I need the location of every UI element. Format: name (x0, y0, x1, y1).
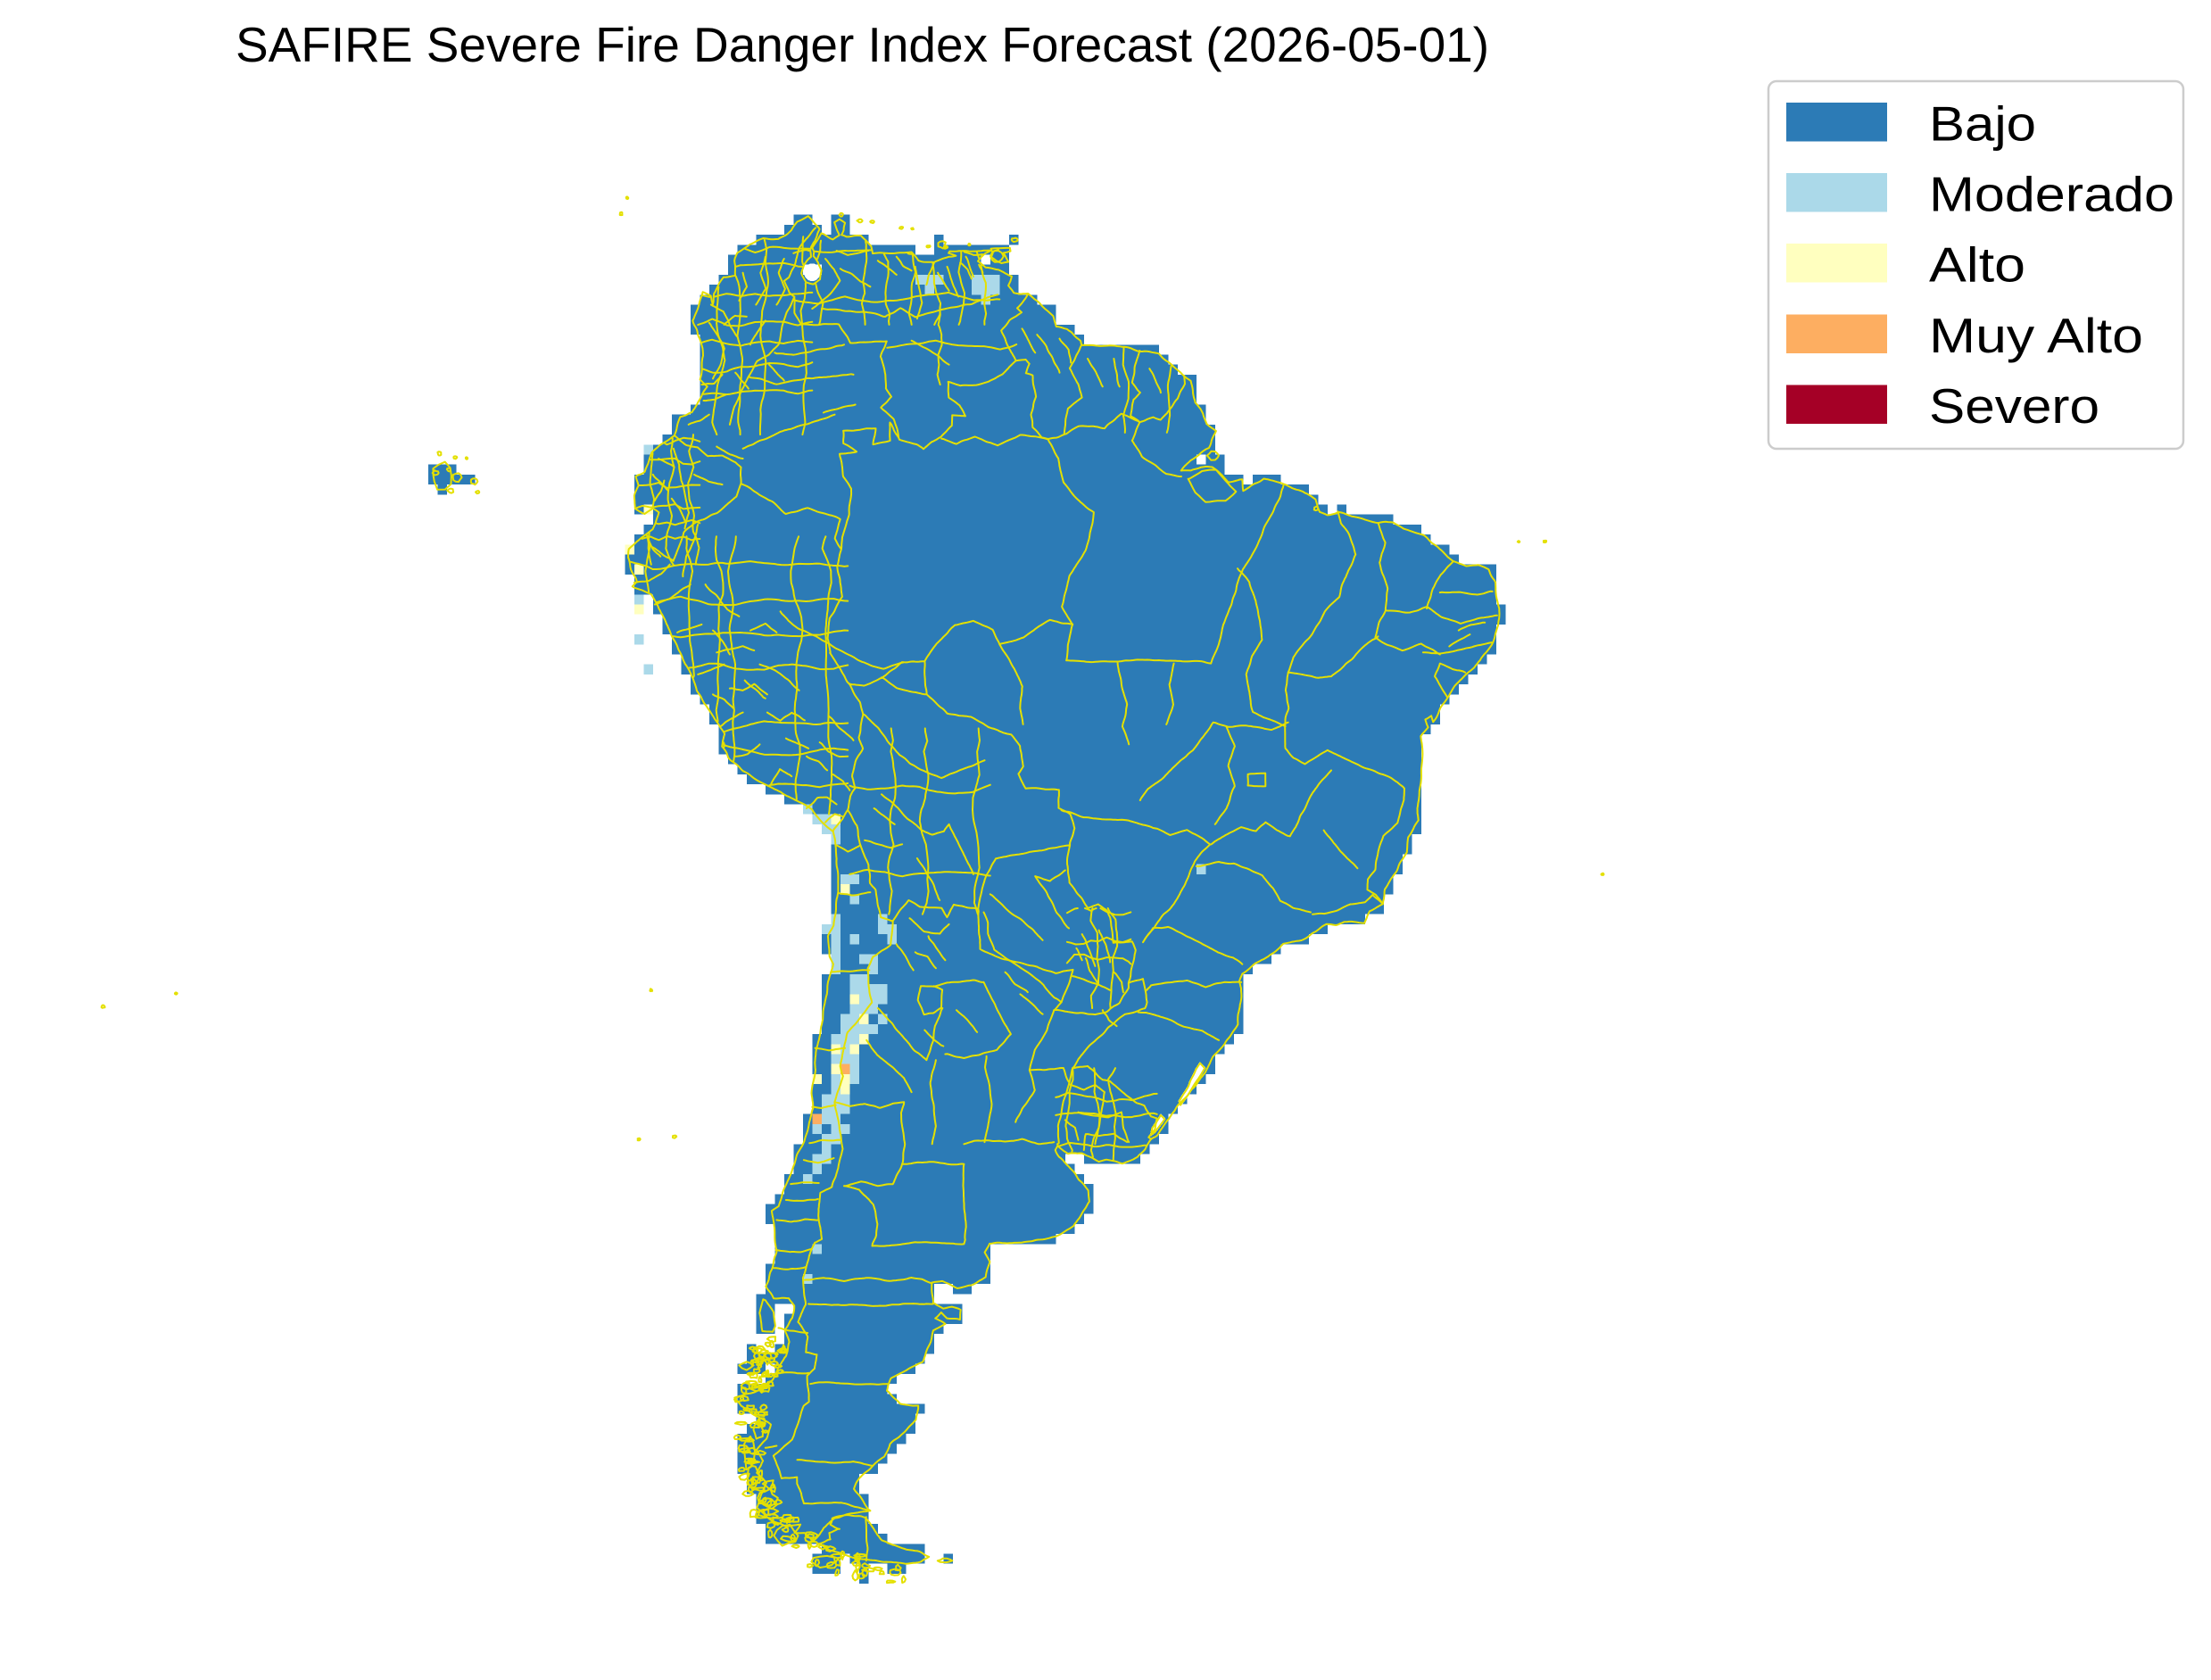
svg-text:Alto: Alto (1929, 237, 2025, 293)
svg-text:Severo: Severo (1929, 378, 2099, 434)
svg-text:Moderado: Moderado (1929, 167, 2174, 222)
svg-text:SAFIRE Severe Fire Danger Inde: SAFIRE Severe Fire Danger Index Forecast… (236, 17, 1489, 72)
svg-text:Muy Alto: Muy Alto (1929, 308, 2143, 363)
svg-text:Bajo: Bajo (1929, 96, 2036, 152)
